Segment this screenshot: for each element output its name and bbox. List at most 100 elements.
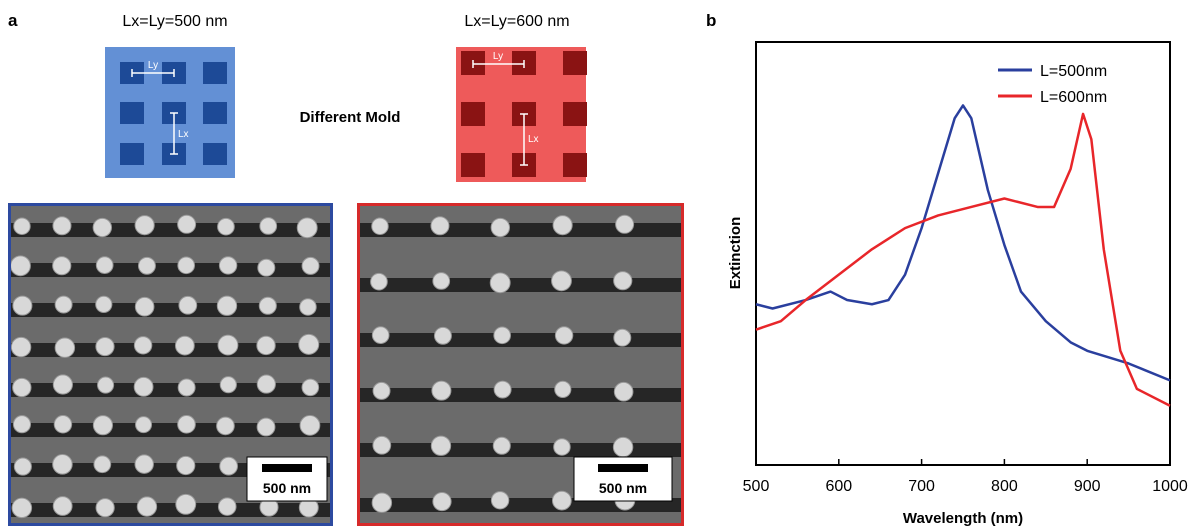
particle-cluster bbox=[54, 295, 73, 314]
particle-cluster bbox=[490, 217, 510, 238]
particle-cluster bbox=[613, 328, 632, 347]
particle-cluster bbox=[219, 456, 238, 476]
particle-cluster bbox=[177, 214, 197, 234]
particle-cluster bbox=[430, 435, 452, 456]
particle-cluster bbox=[134, 215, 155, 236]
particle-cluster bbox=[256, 374, 276, 394]
sem-stripe bbox=[9, 223, 331, 237]
particle-cluster bbox=[433, 326, 452, 345]
sem-stripe bbox=[9, 303, 331, 317]
particle-cluster bbox=[54, 337, 76, 358]
y-axis-title: Extinction bbox=[727, 217, 744, 290]
particle-cluster bbox=[554, 326, 574, 345]
particle-cluster bbox=[12, 295, 33, 316]
mold-note: Different Mold bbox=[300, 109, 401, 126]
particle-cluster bbox=[256, 417, 276, 437]
particle-cluster bbox=[10, 255, 31, 277]
particle-cluster bbox=[175, 493, 197, 515]
particle-cluster bbox=[95, 256, 114, 274]
particle-cluster bbox=[11, 497, 33, 519]
sem-stripe bbox=[9, 423, 331, 437]
particle-cluster bbox=[301, 256, 320, 275]
particle-cluster bbox=[301, 378, 320, 397]
dim-label: Lx bbox=[528, 134, 539, 145]
data-line bbox=[755, 112, 1171, 407]
panel-label: b bbox=[706, 11, 716, 30]
particle-cluster bbox=[95, 498, 115, 518]
particle-cluster bbox=[432, 491, 452, 512]
x-axis-title: Wavelength (nm) bbox=[903, 510, 1023, 527]
sem-stripe bbox=[358, 388, 682, 402]
particle-cluster bbox=[10, 336, 32, 358]
particle-cluster bbox=[370, 272, 388, 291]
particle-cluster bbox=[553, 438, 571, 456]
particle-cluster bbox=[95, 336, 115, 357]
particle-cluster bbox=[133, 376, 154, 397]
image-border bbox=[8, 203, 333, 526]
particle-cluster bbox=[12, 415, 32, 434]
panel-label: a bbox=[8, 11, 18, 30]
particle-cluster bbox=[176, 455, 196, 476]
particle-cluster bbox=[551, 270, 572, 292]
particle-cluster bbox=[217, 334, 239, 356]
particle-cluster bbox=[431, 380, 452, 401]
sem-stripe bbox=[358, 333, 682, 347]
particle-cluster bbox=[615, 214, 635, 234]
particle-cluster bbox=[137, 256, 156, 275]
particle-cluster bbox=[371, 217, 389, 235]
particle-cluster bbox=[177, 415, 196, 434]
particle-cluster bbox=[371, 492, 393, 513]
particle-cluster bbox=[93, 455, 112, 474]
x-tick-label: 800 bbox=[991, 478, 1018, 495]
data-line bbox=[755, 104, 1171, 382]
particle-cluster bbox=[217, 497, 237, 516]
dim-label: Ly bbox=[493, 51, 503, 62]
plot: 500 600 700 800 900 1000 L=500nm L=600nm bbox=[743, 63, 1188, 495]
particle-cluster bbox=[133, 336, 153, 355]
particle-cluster bbox=[492, 436, 511, 455]
dim-label: Lx bbox=[178, 129, 189, 140]
mold-right: Ly Lx bbox=[456, 47, 587, 182]
particle-cluster bbox=[216, 416, 235, 436]
particle-cluster bbox=[296, 217, 318, 239]
particle-cluster bbox=[258, 296, 277, 315]
image-border bbox=[357, 203, 684, 526]
x-tick-label: 1000 bbox=[1152, 478, 1188, 495]
particle-cluster bbox=[489, 272, 511, 294]
particle-cluster bbox=[52, 374, 73, 395]
particle-cluster bbox=[13, 217, 31, 235]
particle-cluster bbox=[97, 376, 115, 394]
particle-cluster bbox=[257, 258, 276, 277]
particle-cluster bbox=[298, 333, 320, 355]
mold-title: Lx=Ly=600 nm bbox=[464, 13, 569, 30]
particle-cluster bbox=[92, 415, 114, 436]
legend-label: L=600nm bbox=[1040, 89, 1107, 106]
particle-cluster bbox=[134, 296, 155, 317]
particle-cluster bbox=[53, 415, 73, 434]
particle-cluster bbox=[52, 496, 73, 516]
particle-cluster bbox=[174, 335, 195, 356]
sem-stripe bbox=[9, 343, 331, 357]
sem-stripe bbox=[9, 383, 331, 397]
particle-cluster bbox=[216, 295, 238, 316]
sem-stripe bbox=[358, 443, 682, 457]
legend-label: L=500nm bbox=[1040, 63, 1107, 80]
particle-cluster bbox=[259, 217, 278, 235]
particle-cluster bbox=[554, 380, 572, 398]
sem-stripe bbox=[9, 263, 331, 277]
scale-label: 500 nm bbox=[263, 480, 311, 496]
particle-cluster bbox=[612, 436, 634, 458]
x-tick-label: 500 bbox=[743, 478, 770, 495]
particle-cluster bbox=[372, 381, 391, 400]
x-tick-label: 900 bbox=[1074, 478, 1101, 495]
particle-cluster bbox=[552, 215, 573, 236]
mold-left: Ly Lx bbox=[105, 47, 235, 178]
particle-cluster bbox=[372, 435, 392, 455]
x-tick-label: 600 bbox=[825, 478, 852, 495]
particle-cluster bbox=[299, 414, 321, 436]
sem-stripe bbox=[9, 503, 331, 517]
scale-bar: 500 nm bbox=[246, 456, 328, 502]
particle-cluster bbox=[613, 271, 633, 291]
particle-cluster bbox=[493, 326, 511, 345]
